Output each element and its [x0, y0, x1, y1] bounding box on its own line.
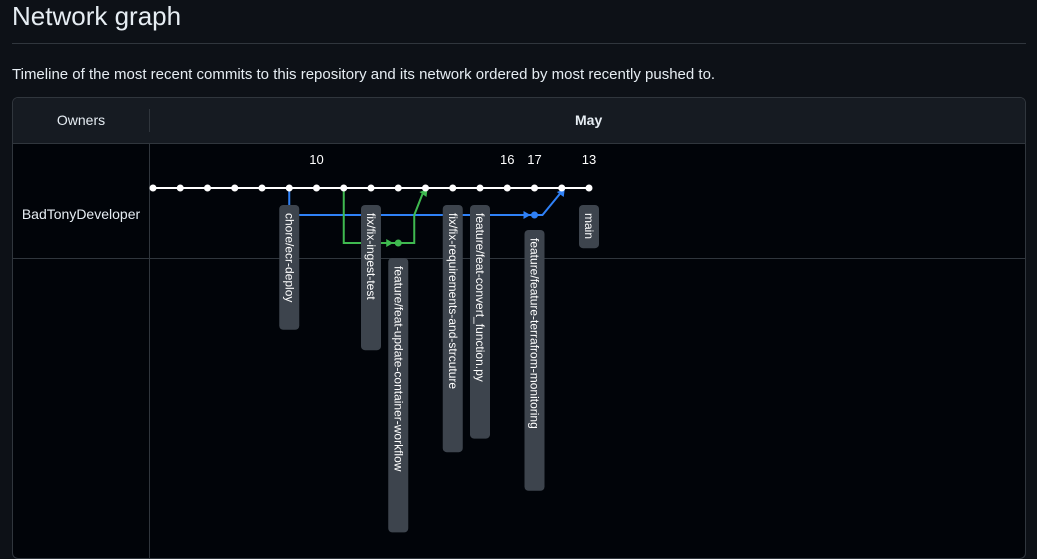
commit-dot	[149, 184, 157, 192]
branch-label-pill	[442, 205, 463, 453]
day-label: 10	[309, 152, 323, 167]
green-arrow-icon	[386, 239, 394, 247]
commit-dot	[285, 184, 293, 192]
commit-dot	[449, 184, 457, 192]
branch-label[interactable]: feature/feature-terrafrom-monitoring	[528, 238, 542, 429]
branch-label-pill	[579, 205, 599, 249]
branch-label-pill	[524, 230, 545, 491]
branch-label-pill	[470, 205, 490, 439]
blue-arrow-icon	[523, 211, 531, 219]
header-divider	[149, 109, 150, 132]
page-description: Timeline of the most recent commits to t…	[12, 66, 716, 83]
owner-row-divider	[13, 258, 1025, 259]
commit-dot	[558, 184, 566, 192]
day-label: 13	[582, 152, 596, 167]
commit-dot	[531, 184, 538, 192]
green-commit-dot	[394, 239, 402, 247]
branch-label[interactable]: feature/feat-convert_function.py	[473, 213, 487, 382]
graph-header: Owners May	[13, 98, 1025, 144]
month-label: May	[575, 112, 603, 128]
branch-label[interactable]: fix/fix-requirements-and-strcuture	[446, 213, 460, 389]
commit-dot	[367, 184, 375, 192]
commit-graph-canvas[interactable]: 10 16 17 13 chore/ecr-deploy fix/fix-ingest-t…	[13, 98, 1025, 558]
branch-label[interactable]: fix/fix-ingest-test	[364, 213, 378, 300]
owner-name[interactable]: BadTonyDeveloper	[21, 206, 141, 222]
network-graph[interactable]: Owners May BadTonyDeveloper 10 16 17 13 chor…	[12, 97, 1026, 559]
blue-commit-dot	[531, 211, 538, 219]
page-title: Network graph	[12, 1, 182, 31]
commit-dot	[231, 184, 239, 192]
commit-dot	[258, 184, 266, 192]
commit-dot	[476, 184, 484, 192]
day-label: 17	[527, 152, 541, 167]
branch-label[interactable]: chore/ecr-deploy	[282, 213, 296, 302]
branch-label[interactable]: main	[582, 213, 596, 239]
commit-dot	[503, 184, 511, 192]
branch-label-pill	[361, 205, 381, 351]
commit-dot	[340, 184, 348, 192]
commit-dot	[422, 184, 429, 192]
branch-label[interactable]: feature/feat-update-container-workflow	[391, 266, 405, 472]
title-divider	[12, 43, 1026, 44]
commit-dot	[176, 184, 184, 192]
owners-column-header: Owners	[56, 112, 106, 128]
green-branch-line	[342, 188, 424, 244]
commit-dot	[585, 184, 593, 192]
commit-dot	[313, 184, 320, 192]
owners-column-divider	[149, 144, 150, 558]
branch-label-pill	[279, 205, 300, 330]
branch-label-pill	[388, 258, 409, 533]
commit-dot	[394, 184, 402, 192]
commit-dot	[204, 184, 211, 192]
day-label: 16	[500, 152, 514, 167]
